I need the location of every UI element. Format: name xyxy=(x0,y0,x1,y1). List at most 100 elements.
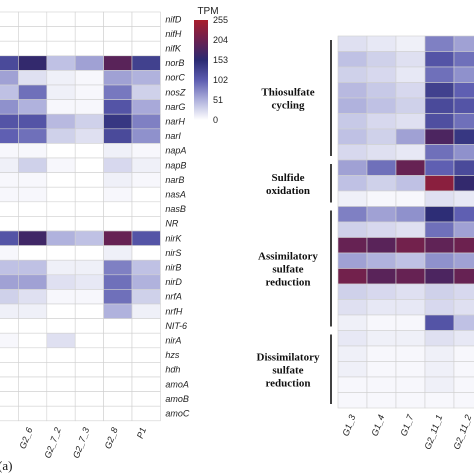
gene-label: hzs xyxy=(165,350,180,360)
heatmap-cell xyxy=(18,99,48,115)
heatmap-cell xyxy=(453,82,474,99)
heatmap-cell xyxy=(424,252,455,269)
heatmap-cell xyxy=(103,332,133,349)
heatmap-cell xyxy=(0,289,19,305)
heatmap-cell xyxy=(74,332,104,349)
heatmap-cell xyxy=(131,70,161,86)
heatmap-cell xyxy=(74,318,104,334)
heatmap-cell xyxy=(424,82,455,99)
heatmap-cell xyxy=(131,332,161,349)
heatmap-cell xyxy=(453,221,474,238)
heatmap-cell xyxy=(74,143,104,159)
heatmap-cell xyxy=(0,70,19,86)
heatmap-cell xyxy=(18,143,48,159)
heatmap-cell xyxy=(18,347,48,363)
heatmap-cell xyxy=(453,51,474,68)
gene-label: nrfH xyxy=(165,306,183,316)
heatmap-cell xyxy=(18,11,48,27)
heatmap-cell xyxy=(453,190,474,207)
heatmap-cell xyxy=(424,175,455,192)
heatmap-cell xyxy=(366,128,397,145)
heatmap-cell xyxy=(74,84,104,100)
heatmap-cell xyxy=(424,268,455,285)
heatmap-cell xyxy=(18,128,48,144)
heatmap-cell xyxy=(131,113,161,130)
heatmap-cell xyxy=(131,230,161,246)
heatmap-cell xyxy=(74,289,104,305)
heatmap-cell xyxy=(366,330,397,347)
heatmap-cell xyxy=(103,157,133,173)
heatmap-cell xyxy=(103,245,133,261)
heatmap-cell xyxy=(103,376,133,392)
gene-label: nirD xyxy=(165,277,182,287)
heatmap-cell xyxy=(337,345,368,362)
heatmap-cell xyxy=(453,330,474,347)
heatmap-cell xyxy=(18,405,48,422)
heatmap-cell xyxy=(0,55,19,71)
heatmap-cell xyxy=(366,237,397,254)
heatmap-cell xyxy=(0,245,19,261)
heatmap-cell xyxy=(453,345,474,362)
gene-label: hdh xyxy=(165,365,180,375)
heatmap-cell xyxy=(18,157,48,173)
heatmap-cell xyxy=(395,252,426,269)
heatmap-cell xyxy=(395,35,426,52)
colorbar-title: TPM xyxy=(197,6,218,17)
heatmap-cell xyxy=(46,376,76,392)
heatmap-cell xyxy=(395,128,426,145)
heatmap-cell xyxy=(453,128,474,145)
heatmap-cell xyxy=(18,318,48,334)
heatmap-cell xyxy=(337,159,368,176)
heatmap-cell xyxy=(424,113,455,130)
heatmap-cell xyxy=(424,35,455,52)
heatmap-cell xyxy=(453,144,474,161)
heatmap-cell xyxy=(46,11,76,27)
column-label: G2_6 xyxy=(18,426,35,450)
heatmap-cell xyxy=(337,206,368,223)
heatmap-cell xyxy=(131,84,161,100)
heatmap-cell xyxy=(131,274,161,290)
gene-label: amoA xyxy=(165,379,189,389)
heatmap-cell xyxy=(131,216,161,232)
heatmap-cell xyxy=(131,303,161,319)
gene-label: amoC xyxy=(165,409,190,419)
heatmap-cell xyxy=(103,26,133,42)
heatmap-cell xyxy=(46,289,76,305)
gene-label: norC xyxy=(165,73,185,83)
heatmap-cell xyxy=(366,82,397,99)
heatmap-cell xyxy=(74,216,104,232)
heatmap-cell xyxy=(46,230,76,246)
heatmap-cell xyxy=(0,259,19,276)
heatmap-cell xyxy=(74,26,104,42)
group-label: Assimilatory sulfate reduction xyxy=(258,251,318,289)
gene-label: norB xyxy=(165,58,184,68)
heatmap-cell xyxy=(337,392,368,409)
left-gene-labels: nifD nifH nifK norB norC nosZ narG narH narI napA… xyxy=(165,14,190,418)
heatmap-cell xyxy=(0,274,19,290)
heatmap-cell xyxy=(46,318,76,334)
heatmap-cell xyxy=(46,332,76,349)
heatmap-cell xyxy=(395,221,426,238)
heatmap-cell xyxy=(424,237,455,254)
heatmap-cell xyxy=(0,26,19,42)
heatmap-cell xyxy=(424,392,455,409)
heatmap-cell xyxy=(453,175,474,192)
heatmap-cell xyxy=(103,128,133,144)
heatmap-cell xyxy=(46,391,76,407)
gene-label: nirK xyxy=(165,233,182,243)
heatmap-cell xyxy=(103,172,133,188)
heatmap-cell xyxy=(366,97,397,114)
gene-label: nifK xyxy=(165,44,182,54)
gene-label: narI xyxy=(165,131,181,141)
heatmap-cell xyxy=(18,230,48,246)
heatmap-cell xyxy=(424,206,455,223)
heatmap-cell xyxy=(131,40,161,57)
heatmap-cell xyxy=(131,245,161,261)
heatmap-cell xyxy=(424,283,455,300)
heatmap-cell xyxy=(131,172,161,188)
heatmap-cell xyxy=(46,143,76,159)
heatmap-cell xyxy=(131,376,161,392)
column-label: G1_7 xyxy=(398,412,415,437)
heatmap-cell xyxy=(74,172,104,188)
heatmap-cell xyxy=(424,97,455,114)
